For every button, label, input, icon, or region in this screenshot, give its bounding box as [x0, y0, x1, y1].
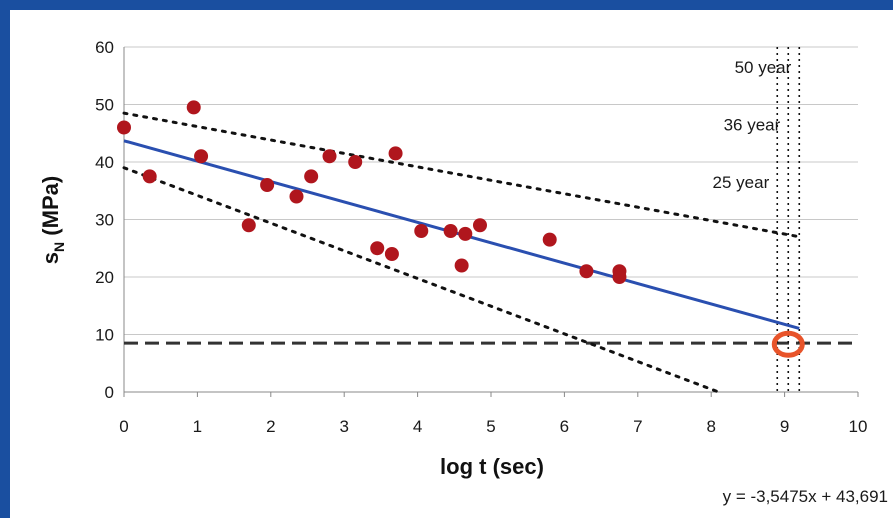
x-axis-label: log t (sec) [440, 454, 544, 479]
x-tick-label: 2 [266, 417, 275, 436]
year-marker-label: 25 year [713, 173, 770, 192]
x-tick-label: 7 [633, 417, 642, 436]
trend-equation-label: y = -3,5475x + 43,691 [723, 487, 888, 506]
data-point [414, 224, 429, 238]
data-point [186, 100, 201, 115]
grid-lines [123, 46, 859, 397]
x-tick-label: 8 [706, 417, 715, 436]
y-axis-label-unit: (MPa) [38, 176, 63, 242]
data-point [472, 218, 487, 233]
data-points [117, 100, 805, 358]
confidence-line-upper [122, 111, 801, 239]
year-marker-label: 50 year [735, 58, 792, 77]
y-axis-ticks: 0 10 20 30 40 50 60 [95, 38, 114, 402]
x-tick-label: 0 [119, 417, 128, 436]
y-tick-label: 20 [95, 268, 114, 287]
y-tick-label: 30 [95, 211, 114, 230]
y-tick-label: 40 [95, 153, 114, 172]
x-tick-label: 9 [780, 417, 789, 436]
annotations: 25 year 36 year 50 year [713, 58, 792, 192]
data-point [612, 270, 627, 284]
data-point [542, 232, 557, 247]
confidence-line-lower [122, 166, 721, 394]
data-point [384, 247, 399, 261]
x-tick-label: 6 [560, 417, 569, 436]
data-point [142, 169, 157, 184]
x-tick-label: 10 [849, 417, 868, 436]
y-tick-label: 0 [105, 383, 114, 402]
y-axis-label: sN (MPa) [38, 176, 67, 264]
y-axis-label-symbol: s [38, 252, 63, 264]
x-tick-label: 3 [339, 417, 348, 436]
x-axis-ticks: 0 1 2 3 4 5 6 7 8 9 10 [119, 417, 867, 436]
data-point [579, 264, 594, 279]
data-point [194, 149, 209, 164]
year-marker-label: 36 year [724, 116, 781, 135]
data-point [304, 169, 319, 184]
y-axis-label-subscript: N [51, 242, 67, 252]
data-point [117, 120, 131, 135]
data-point [241, 218, 256, 233]
data-point [370, 241, 385, 256]
data-point [443, 224, 458, 238]
y-tick-label: 10 [95, 326, 114, 345]
data-point [260, 178, 275, 192]
y-tick-label: 50 [95, 96, 114, 115]
x-tick-label: 4 [413, 417, 422, 436]
data-point [348, 155, 363, 169]
data-point [322, 149, 337, 164]
x-tick-label: 1 [193, 417, 202, 436]
x-tick-label: 5 [486, 417, 495, 436]
data-point [458, 226, 473, 241]
data-point [388, 146, 403, 161]
y-tick-label: 60 [95, 38, 114, 57]
data-point [454, 258, 469, 273]
data-point [289, 189, 304, 204]
highlight-ring [771, 330, 805, 358]
